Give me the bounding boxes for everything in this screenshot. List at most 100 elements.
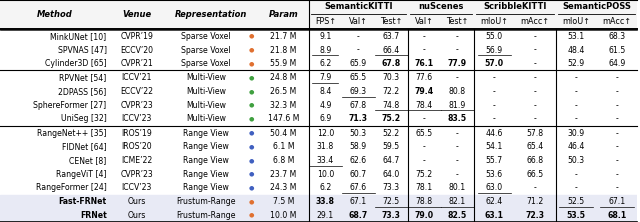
Text: 4.9: 4.9: [319, 101, 332, 110]
Text: 67.1: 67.1: [349, 197, 367, 206]
Text: ECCV’22: ECCV’22: [120, 87, 153, 96]
Text: RangeNet++ [35]: RangeNet++ [35]: [37, 129, 106, 138]
Text: 67.8: 67.8: [350, 101, 367, 110]
Text: 63.7: 63.7: [383, 32, 400, 41]
Text: -: -: [456, 156, 459, 165]
Text: Range View: Range View: [184, 156, 229, 165]
Text: Venue: Venue: [122, 10, 151, 19]
Text: Ours: Ours: [127, 211, 146, 220]
Text: Sparse Voxel: Sparse Voxel: [182, 59, 231, 68]
Text: -: -: [616, 183, 618, 192]
Text: 73.3: 73.3: [383, 183, 400, 192]
Text: 33.8: 33.8: [316, 197, 335, 206]
Text: CVPR’19: CVPR’19: [120, 32, 153, 41]
Text: mAcc↑: mAcc↑: [520, 17, 550, 26]
Text: ●: ●: [249, 199, 254, 204]
Text: 70.3: 70.3: [383, 73, 400, 83]
Text: MinkUNet [10]: MinkUNet [10]: [51, 32, 106, 41]
Text: 53.1: 53.1: [568, 32, 585, 41]
Text: IROS’20: IROS’20: [122, 142, 152, 151]
Text: 33.4: 33.4: [317, 156, 334, 165]
Text: ECCV’20: ECCV’20: [120, 46, 153, 55]
Text: Range View: Range View: [184, 129, 229, 138]
Text: 10.0: 10.0: [317, 170, 334, 179]
Text: 67.6: 67.6: [350, 183, 367, 192]
Text: ●: ●: [249, 61, 254, 66]
Text: SPVNAS [47]: SPVNAS [47]: [58, 46, 106, 55]
Text: mAcc↑: mAcc↑: [602, 17, 632, 26]
Text: ●: ●: [249, 185, 254, 190]
Text: ICCV’21: ICCV’21: [122, 73, 152, 83]
Text: 71.2: 71.2: [527, 197, 544, 206]
Text: 53.6: 53.6: [486, 170, 503, 179]
Text: 72.3: 72.3: [525, 211, 545, 220]
Text: 65.5: 65.5: [350, 73, 367, 83]
Text: Cylinder3D [65]: Cylinder3D [65]: [45, 59, 106, 68]
Text: -: -: [423, 32, 426, 41]
Text: -: -: [423, 114, 426, 123]
Text: Sparse Voxel: Sparse Voxel: [182, 32, 231, 41]
Text: nuScenes: nuScenes: [418, 2, 463, 11]
Text: CVPR’23: CVPR’23: [120, 101, 153, 110]
Text: Range View: Range View: [184, 170, 229, 179]
Text: mIoU↑: mIoU↑: [562, 17, 590, 26]
Text: -: -: [493, 114, 496, 123]
Text: 50.4 M: 50.4 M: [270, 129, 296, 138]
Text: 56.9: 56.9: [486, 46, 503, 55]
Text: Val↑: Val↑: [349, 17, 368, 26]
Text: 68.3: 68.3: [609, 32, 625, 41]
Text: ●: ●: [249, 103, 254, 108]
Text: RPVNet [54]: RPVNet [54]: [60, 73, 106, 83]
Text: Range View: Range View: [184, 142, 229, 151]
Text: 57.0: 57.0: [484, 59, 504, 68]
Text: 65.9: 65.9: [350, 59, 367, 68]
Text: -: -: [493, 101, 496, 110]
Text: FPS↑: FPS↑: [315, 17, 336, 26]
Text: 6.8 M: 6.8 M: [273, 156, 294, 165]
Text: 52.5: 52.5: [568, 197, 584, 206]
Text: CVPR’21: CVPR’21: [120, 59, 153, 68]
Text: 80.1: 80.1: [449, 183, 466, 192]
Text: Method: Method: [36, 10, 72, 19]
Text: 50.3: 50.3: [350, 129, 367, 138]
Text: Representation: Representation: [175, 10, 248, 19]
Text: -: -: [534, 87, 536, 96]
Text: 24.8 M: 24.8 M: [270, 73, 296, 83]
Text: ●: ●: [249, 89, 254, 94]
Text: -: -: [616, 129, 618, 138]
Text: 63.1: 63.1: [485, 211, 504, 220]
Text: Val↑: Val↑: [415, 17, 434, 26]
Text: -: -: [575, 183, 577, 192]
Text: 6.9: 6.9: [319, 114, 332, 123]
Text: 46.4: 46.4: [568, 142, 585, 151]
Text: 82.1: 82.1: [449, 197, 466, 206]
Text: 72.2: 72.2: [383, 87, 400, 96]
Text: -: -: [456, 46, 459, 55]
Text: CENet [8]: CENet [8]: [69, 156, 106, 165]
Text: -: -: [616, 170, 618, 179]
Text: Ours: Ours: [127, 197, 146, 206]
Text: 66.4: 66.4: [383, 46, 400, 55]
Text: 67.8: 67.8: [381, 59, 401, 68]
Text: UniSeg [32]: UniSeg [32]: [61, 114, 106, 123]
Text: 79.0: 79.0: [415, 211, 434, 220]
Text: ●: ●: [249, 213, 254, 218]
Bar: [0, 195, 637, 222]
Text: 75.2: 75.2: [382, 114, 401, 123]
Text: Test↑: Test↑: [380, 17, 403, 26]
Text: 78.8: 78.8: [416, 197, 433, 206]
Text: 62.6: 62.6: [350, 156, 367, 165]
Text: FRNet: FRNet: [80, 211, 106, 220]
Text: 79.4: 79.4: [415, 87, 434, 96]
Text: 77.9: 77.9: [448, 59, 467, 68]
Text: -: -: [534, 114, 536, 123]
Text: 65.5: 65.5: [416, 129, 433, 138]
Text: 80.8: 80.8: [449, 87, 466, 96]
Text: 72.5: 72.5: [383, 197, 400, 206]
Text: Multi-View: Multi-View: [186, 114, 227, 123]
Text: -: -: [616, 114, 618, 123]
Text: 8.4: 8.4: [319, 87, 332, 96]
Text: ●: ●: [249, 131, 254, 136]
Text: -: -: [423, 156, 426, 165]
Text: -: -: [616, 87, 618, 96]
